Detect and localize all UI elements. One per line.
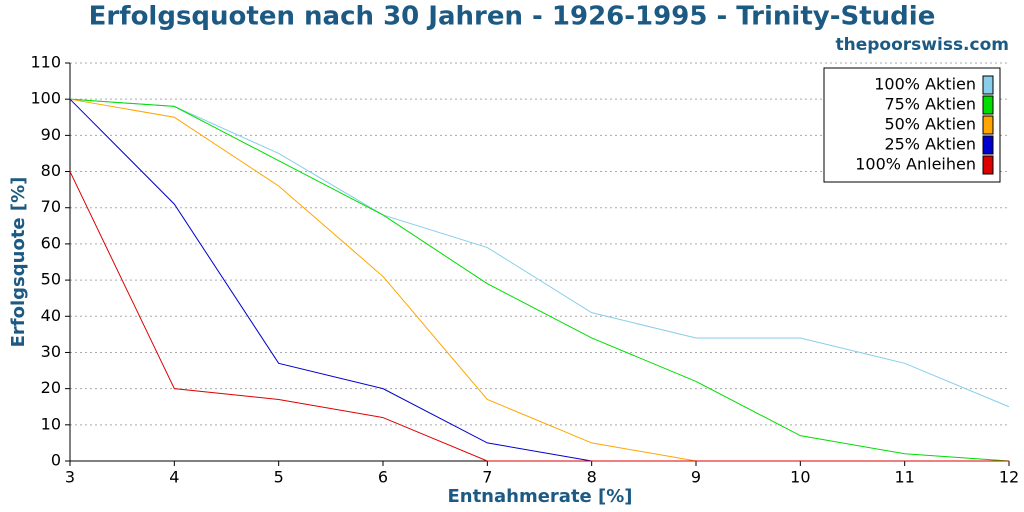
y-tick-label: 20: [41, 378, 61, 397]
legend-label: 25% Aktien: [884, 135, 976, 154]
x-axis-label: Entnahmerate [%]: [447, 486, 632, 507]
chart-title: Erfolgsquoten nach 30 Jahren - 1926-1995…: [89, 2, 936, 32]
y-tick-label: 90: [41, 125, 61, 144]
x-tick-label: 9: [691, 468, 701, 487]
y-axis-label: Erfolgsquote [%]: [8, 177, 29, 348]
chart-subtitle: thepoorswiss.com: [836, 35, 1010, 55]
y-tick-label: 30: [41, 342, 61, 361]
x-tick-label: 11: [894, 468, 914, 487]
legend-swatch: [982, 75, 994, 95]
legend-label: 100% Anleihen: [855, 155, 976, 174]
legend-box: [823, 67, 1001, 183]
y-tick-label: 0: [51, 451, 61, 470]
y-tick-label: 100: [30, 89, 61, 108]
x-tick-label: 6: [378, 468, 388, 487]
x-tick-label: 5: [274, 468, 284, 487]
series-line: [69, 171, 1009, 462]
x-tick-label: 4: [169, 468, 179, 487]
y-tick-label: 50: [41, 270, 61, 289]
x-tick-label: 8: [587, 468, 597, 487]
x-tick-label: 10: [790, 468, 810, 487]
y-tick-label: 40: [41, 306, 61, 325]
legend-swatch: [982, 155, 994, 175]
series-line: [69, 98, 1010, 462]
legend-label: 50% Aktien: [884, 115, 976, 134]
y-tick-label: 10: [41, 414, 61, 433]
y-tick-label: 60: [41, 233, 61, 252]
legend-swatch: [982, 115, 994, 135]
y-tick-label: 80: [41, 161, 61, 180]
legend-label: 100% Aktien: [874, 75, 976, 94]
y-tick-label: 110: [30, 53, 61, 72]
x-tick-label: 12: [999, 468, 1019, 487]
x-tick-label: 3: [65, 468, 75, 487]
series-line: [69, 98, 1010, 408]
legend-label: 75% Aktien: [884, 95, 976, 114]
x-tick-label: 7: [482, 468, 492, 487]
legend-swatch: [982, 95, 994, 115]
legend-swatch: [982, 135, 994, 155]
y-tick-label: 70: [41, 197, 61, 216]
